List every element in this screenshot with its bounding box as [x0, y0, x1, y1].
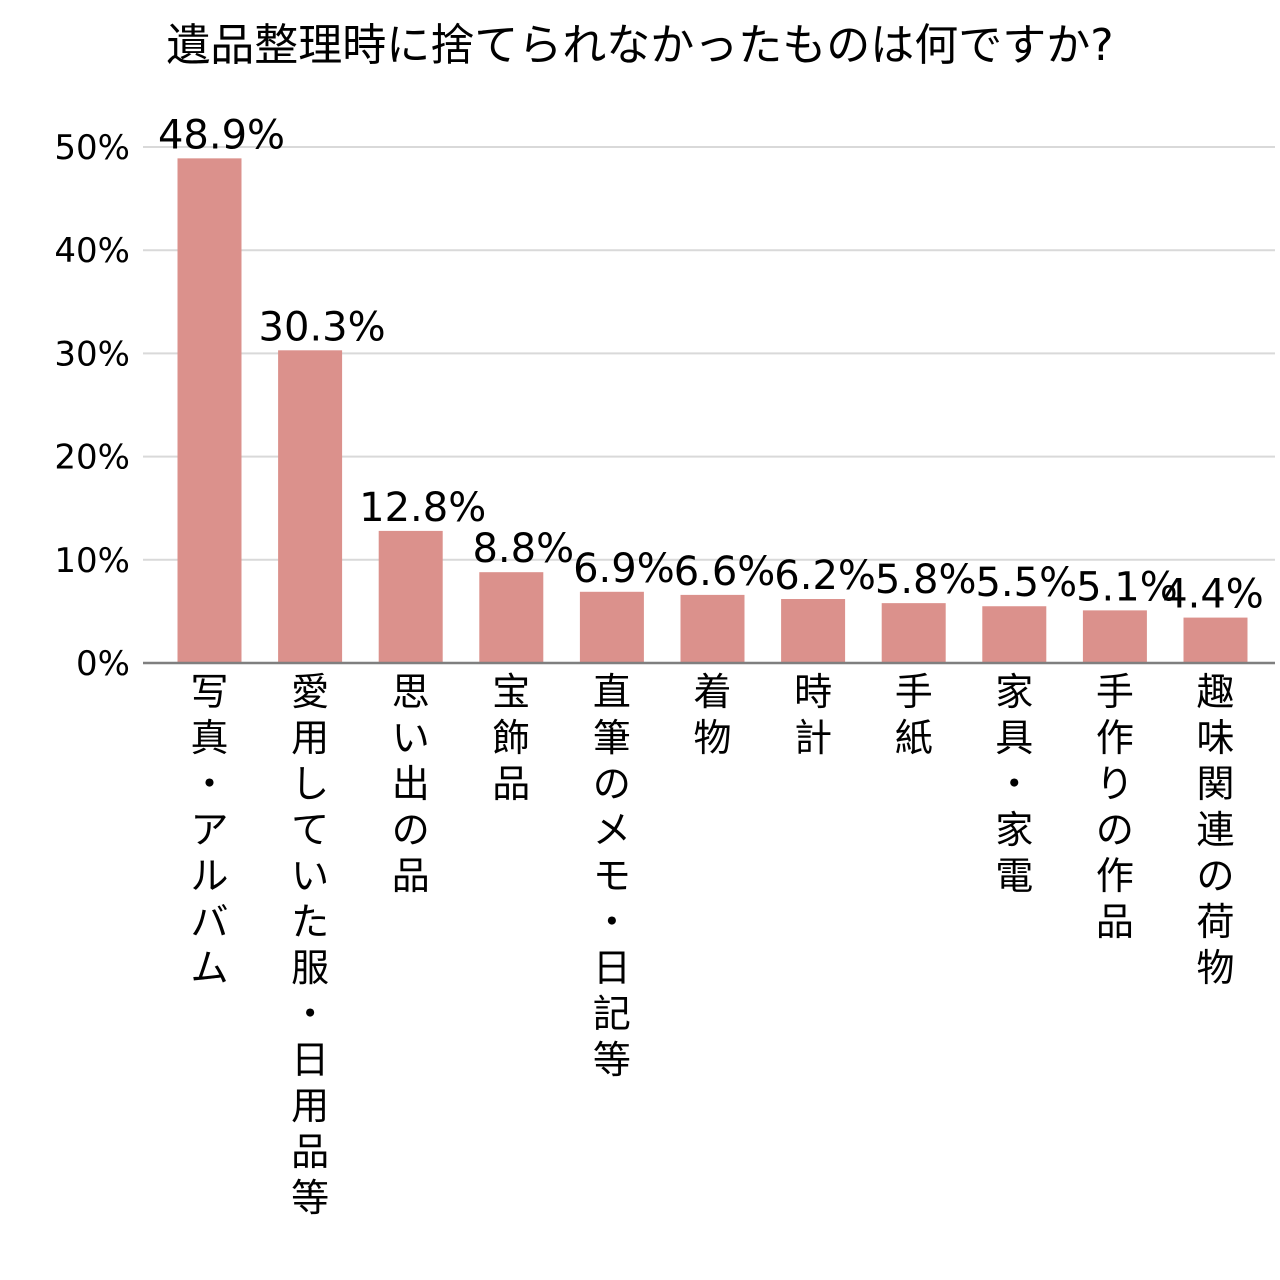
y-axis-ticks: 0% 10% 20% 30% 40% 50%	[54, 128, 130, 684]
x-tick-label: 直筆のメモ・日記等	[593, 670, 631, 1082]
data-label: 5.8%	[875, 557, 977, 603]
data-label: 48.9%	[158, 112, 285, 158]
x-tick-label: 手紙	[895, 670, 933, 760]
bars	[177, 158, 1248, 664]
data-label: 30.3%	[259, 304, 386, 350]
data-label: 6.2%	[774, 553, 876, 599]
x-tick-label: 思い出の品	[392, 670, 430, 898]
x-tick-label: 着物	[693, 670, 731, 760]
x-tick-label: 手作りの作品	[1096, 670, 1134, 944]
x-tick-label: 時計	[794, 670, 832, 760]
bar	[177, 158, 242, 664]
bar	[378, 530, 443, 663]
bar	[781, 599, 846, 663]
bar	[579, 591, 644, 663]
bar	[881, 603, 946, 663]
bar	[479, 572, 544, 663]
x-tick-label: 愛用していた服・日用品等	[291, 670, 329, 1220]
y-tick-label: 50%	[54, 128, 130, 168]
value-labels: 48.9% 30.3% 12.8%8.8%6.9%6.6%6.2%5.8%5.5%5…	[158, 112, 1264, 617]
data-label: 4.4%	[1162, 572, 1264, 618]
data-label: 5.5%	[975, 560, 1077, 606]
chart-title: 遺品整理時に捨てられなかったものは何ですか?	[166, 20, 1114, 71]
bar	[278, 350, 343, 663]
x-tick-label: 家具・家電	[995, 670, 1033, 898]
y-tick-label: 10%	[54, 541, 130, 581]
y-tick-label: 20%	[54, 438, 130, 478]
bar	[680, 594, 745, 663]
bar	[1082, 610, 1147, 663]
y-tick-label: 0%	[76, 644, 130, 684]
category-labels: 写真・アルバム 愛用していた服・日用品等 思い出の品 宝飾品 直筆のメモ・日記等 着物時計…	[190, 670, 1234, 1220]
y-tick-label: 30%	[54, 334, 130, 374]
data-label: 8.8%	[472, 526, 574, 572]
bar	[1183, 617, 1248, 663]
data-label: 5.1%	[1076, 564, 1178, 610]
data-label: 6.9%	[573, 546, 675, 592]
x-tick-label: 宝飾品	[492, 670, 530, 806]
data-label: 6.6%	[674, 549, 776, 595]
x-tick-label: 趣味関連の荷物	[1196, 670, 1234, 990]
bar	[982, 606, 1047, 663]
data-label: 12.8%	[359, 485, 486, 531]
x-tick-label: 写真・アルバム	[190, 670, 228, 990]
y-tick-label: 40%	[54, 231, 130, 271]
